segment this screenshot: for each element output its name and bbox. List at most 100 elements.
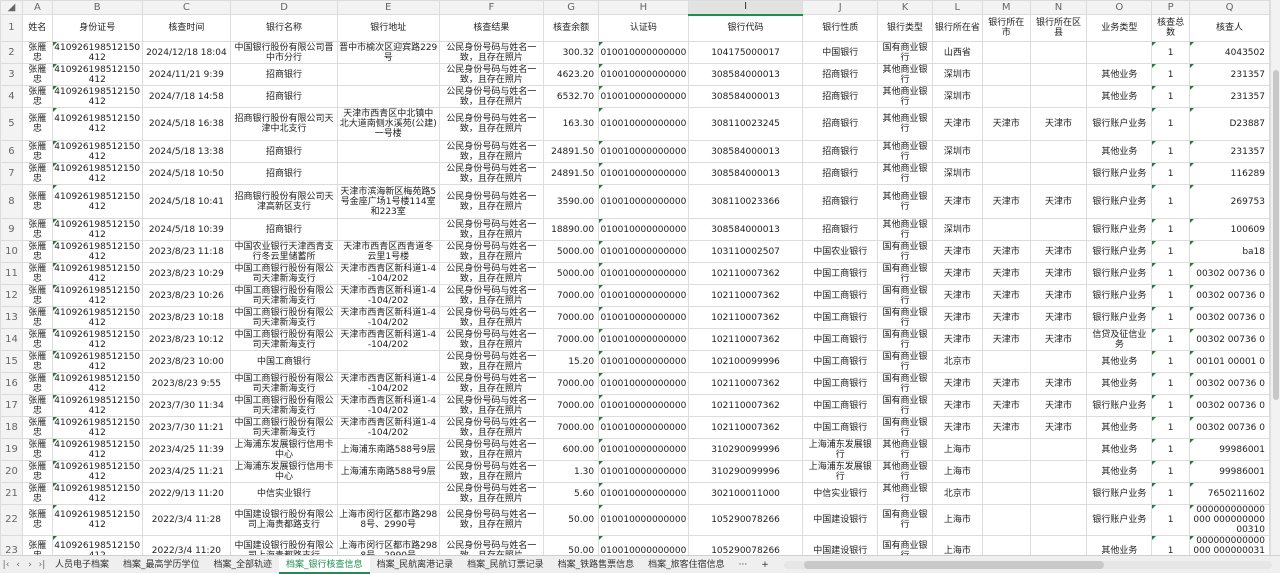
cell-O[interactable]: 信贷及征信业务	[1086, 328, 1153, 351]
cell-F[interactable]: 公民身份号码与姓名一致，且存在照片	[438, 41, 545, 64]
cell-B[interactable]: 410926198512150412	[51, 41, 143, 64]
sheet-tab[interactable]: 档案_最高学历学位	[123, 559, 200, 570]
cell-E[interactable]: 天津市西青区新科道1-4-104/202	[336, 262, 440, 285]
cell-B[interactable]: 410926198512150412	[51, 262, 143, 285]
cell-G[interactable]: 5000.00	[543, 262, 600, 285]
cell-K[interactable]: 其他商业银行	[877, 218, 933, 241]
cell-I[interactable]: 308584000013	[687, 85, 804, 108]
cell-F[interactable]: 公民身份号码与姓名一致，且存在照片	[438, 372, 545, 395]
cell-K[interactable]: 其他商业银行	[877, 482, 933, 505]
cell-J[interactable]: 中国建设银行	[802, 535, 879, 555]
cell-B[interactable]: 410926198512150412	[51, 535, 143, 555]
field-header[interactable]: 身份证号	[51, 14, 143, 42]
cell-J[interactable]: 中国工商银行	[802, 350, 879, 373]
cell-O[interactable]: 其他业务	[1086, 85, 1153, 108]
cell-L[interactable]: 天津市	[931, 240, 983, 263]
cell-N[interactable]: 天津市	[1029, 107, 1088, 141]
cell-I[interactable]: 102110007362	[687, 372, 804, 395]
cell-H[interactable]: 010010000000000	[598, 372, 689, 395]
cell-H[interactable]: 010010000000000	[598, 328, 689, 351]
cell-I[interactable]: 102110007362	[687, 262, 804, 285]
cell-G[interactable]: 1.30	[543, 460, 600, 483]
cell-A[interactable]: 张雁忠	[21, 184, 53, 219]
cell-E[interactable]: 天津市西青区新科道1-4-104/202	[336, 328, 440, 351]
field-header[interactable]: 核查总数	[1151, 14, 1191, 42]
cell-J[interactable]: 中国工商银行	[802, 306, 879, 329]
cell-C[interactable]: 2024/12/18 18:04	[141, 41, 232, 64]
cell-C[interactable]: 2023/7/30 11:34	[141, 394, 232, 417]
cell-L[interactable]: 深圳市	[931, 162, 983, 185]
cell-P[interactable]: 1	[1151, 284, 1191, 307]
cell-J[interactable]: 招商银行	[802, 63, 879, 86]
column-header-B[interactable]: B	[51, 0, 143, 15]
cell-M[interactable]	[981, 504, 1031, 536]
cell-H[interactable]: 010010000000000	[598, 218, 689, 241]
cell-N[interactable]: 天津市	[1029, 240, 1088, 263]
cell-Q[interactable]: 00302 00736 0	[1189, 306, 1270, 329]
cell-N[interactable]	[1029, 535, 1088, 555]
cell-G[interactable]: 50.00	[543, 535, 600, 555]
cell-H[interactable]: 010010000000000	[598, 504, 689, 536]
cell-M[interactable]: 天津市	[981, 372, 1031, 395]
cell-N[interactable]: 天津市	[1029, 328, 1088, 351]
field-header[interactable]: 银行名称	[230, 14, 338, 42]
cell-P[interactable]: 1	[1151, 41, 1191, 64]
cell-G[interactable]: 600.00	[543, 438, 600, 461]
cell-H[interactable]: 010010000000000	[598, 107, 689, 141]
sheet-tab[interactable]: 档案_民航离港记录	[376, 559, 454, 570]
cell-P[interactable]: 1	[1151, 184, 1191, 219]
cell-Q[interactable]: 116289	[1189, 162, 1270, 185]
sheet-tab[interactable]: 档案_银行核查信息	[279, 555, 370, 574]
cell-K[interactable]: 国有商业银行	[877, 284, 933, 307]
cell-P[interactable]: 1	[1151, 107, 1191, 141]
cell-L[interactable]: 深圳市	[931, 85, 983, 108]
cell-J[interactable]: 招商银行	[802, 184, 879, 219]
column-header-H[interactable]: H	[598, 0, 689, 15]
cell-P[interactable]: 1	[1151, 504, 1191, 536]
cell-H[interactable]: 010010000000000	[598, 184, 689, 219]
cell-N[interactable]: 天津市	[1029, 372, 1088, 395]
field-header[interactable]: 银行类型	[877, 14, 933, 42]
cell-Q[interactable]: 99986001	[1189, 460, 1270, 483]
row-number[interactable]: 23	[0, 535, 23, 555]
cell-P[interactable]: 1	[1151, 460, 1191, 483]
cell-H[interactable]: 010010000000000	[598, 482, 689, 505]
cell-D[interactable]: 中国农业银行天津西青支行冬云里储蓄所	[230, 240, 338, 263]
cell-F[interactable]: 公民身份号码与姓名一致，且存在照片	[438, 416, 545, 439]
field-header[interactable]: 业务类型	[1086, 14, 1153, 42]
cell-F[interactable]: 公民身份号码与姓名一致，且存在照片	[438, 140, 545, 163]
cell-Q[interactable]: 99986001	[1189, 438, 1270, 461]
cell-H[interactable]: 010010000000000	[598, 394, 689, 417]
cell-Q[interactable]: 100609	[1189, 218, 1270, 241]
cell-M[interactable]	[981, 535, 1031, 555]
cell-G[interactable]: 18890.00	[543, 218, 600, 241]
column-header-J[interactable]: J	[802, 0, 879, 15]
cell-M[interactable]: 天津市	[981, 328, 1031, 351]
cell-M[interactable]	[981, 63, 1031, 86]
cell-K[interactable]: 国有商业银行	[877, 350, 933, 373]
cell-H[interactable]: 010010000000000	[598, 535, 689, 555]
cell-C[interactable]: 2023/4/25 11:21	[141, 460, 232, 483]
cell-E[interactable]	[336, 162, 440, 185]
cell-M[interactable]	[981, 85, 1031, 108]
cell-O[interactable]: 银行账户业务	[1086, 184, 1153, 219]
cell-M[interactable]: 天津市	[981, 184, 1031, 219]
cell-M[interactable]: 天津市	[981, 262, 1031, 285]
cell-N[interactable]	[1029, 482, 1088, 505]
cell-H[interactable]: 010010000000000	[598, 41, 689, 64]
cell-I[interactable]: 105290078266	[687, 535, 804, 555]
cell-L[interactable]: 天津市	[931, 372, 983, 395]
cell-M[interactable]	[981, 140, 1031, 163]
cell-D[interactable]: 招商银行	[230, 218, 338, 241]
cell-I[interactable]: 308110023366	[687, 184, 804, 219]
cell-M[interactable]	[981, 218, 1031, 241]
cell-C[interactable]: 2022/9/13 11:20	[141, 482, 232, 505]
next-sheet-icon[interactable]: ›	[28, 559, 32, 570]
cell-Q[interactable]: 7650211602	[1189, 482, 1270, 505]
cell-C[interactable]: 2024/5/18 16:38	[141, 107, 232, 141]
cell-G[interactable]: 5000.00	[543, 240, 600, 263]
column-header-C[interactable]: C	[141, 0, 232, 15]
column-header-O[interactable]: O	[1086, 0, 1153, 15]
cell-B[interactable]: 410926198512150412	[51, 460, 143, 483]
cell-H[interactable]: 010010000000000	[598, 350, 689, 373]
